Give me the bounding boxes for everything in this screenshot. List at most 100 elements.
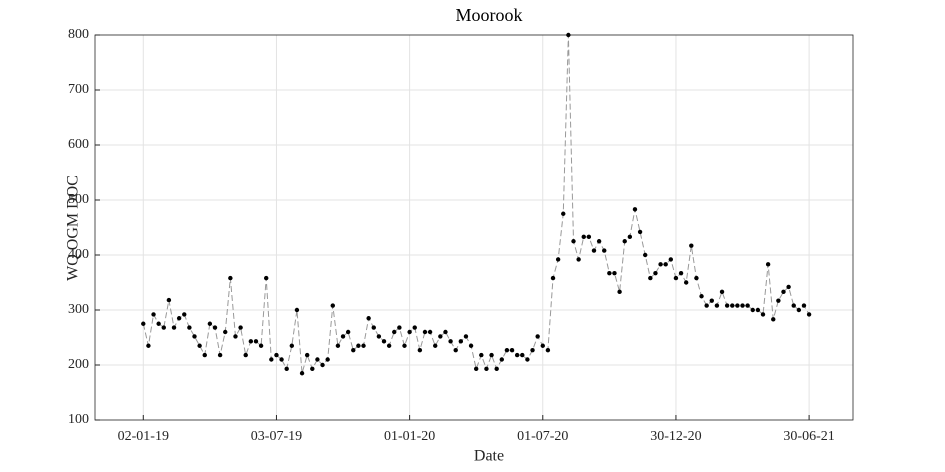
data-point	[176, 316, 182, 321]
x-tick-label: 01-01-20	[384, 429, 435, 444]
data-point	[253, 339, 259, 344]
data-point	[617, 289, 622, 295]
data-point	[765, 262, 771, 267]
data-point	[678, 270, 684, 276]
data-point	[141, 321, 146, 326]
data-point	[586, 234, 592, 240]
data-point	[755, 307, 761, 313]
data-point	[274, 352, 279, 358]
data-point	[212, 325, 218, 330]
data-point	[433, 343, 438, 348]
data-point	[750, 307, 755, 313]
data-point	[269, 357, 274, 362]
y-axis-label: WQ OGM DOC	[65, 175, 82, 281]
data-point	[514, 352, 520, 358]
data-point	[632, 207, 638, 212]
data-point	[386, 343, 392, 348]
data-point	[473, 366, 479, 372]
data-point	[166, 297, 172, 303]
data-point	[719, 289, 725, 295]
data-point	[243, 352, 248, 358]
data-point	[724, 303, 730, 308]
data-point	[602, 248, 607, 253]
data-point	[709, 298, 714, 303]
data-point	[694, 275, 699, 281]
data-point	[760, 312, 766, 317]
data-point	[607, 270, 612, 276]
data-point	[345, 329, 351, 335]
data-point	[704, 303, 709, 308]
data-point	[392, 329, 397, 335]
data-point	[402, 343, 407, 348]
data-point	[571, 239, 576, 244]
y-tick-label: 200	[68, 357, 89, 372]
y-tick-label: 100	[68, 412, 89, 427]
data-point	[596, 239, 602, 244]
data-point	[325, 357, 330, 362]
data-point	[417, 347, 423, 353]
y-tick-label: 400	[68, 247, 89, 262]
data-point	[351, 347, 356, 353]
data-point	[791, 303, 796, 308]
data-point	[745, 303, 750, 308]
data-point	[776, 298, 781, 303]
x-tick-label: 30-12-20	[650, 429, 701, 444]
data-point	[668, 257, 674, 262]
data-point	[576, 257, 581, 262]
y-tick-label: 700	[68, 82, 89, 97]
data-point	[525, 357, 530, 362]
data-point	[714, 303, 720, 308]
data-point	[489, 352, 494, 358]
data-point	[371, 325, 376, 330]
x-tick-label: 02-01-19	[118, 429, 169, 444]
data-point	[535, 334, 540, 339]
data-point	[648, 275, 653, 281]
data-point	[479, 352, 484, 358]
data-point	[207, 321, 213, 326]
data-point	[581, 234, 586, 240]
data-point	[740, 303, 745, 308]
data-point	[356, 343, 361, 348]
data-point	[422, 329, 428, 335]
data-point	[151, 312, 156, 317]
data-point	[310, 366, 315, 372]
data-point	[335, 343, 341, 348]
data-point	[484, 366, 489, 372]
plot-frame	[94, 34, 854, 421]
data-point	[279, 357, 284, 362]
data-point	[658, 262, 663, 267]
data-point	[443, 329, 448, 335]
y-tick-label: 500	[68, 192, 89, 207]
data-point	[781, 289, 786, 295]
data-point	[591, 248, 597, 253]
data-point	[397, 325, 402, 330]
data-point	[494, 366, 499, 372]
data-point	[806, 312, 812, 317]
data-point	[376, 334, 382, 339]
data-point	[202, 352, 207, 358]
y-tick-label: 300	[68, 302, 89, 317]
data-point	[223, 329, 228, 335]
x-tick-label: 03-07-19	[251, 429, 302, 444]
data-point	[458, 339, 464, 344]
data-point	[530, 347, 535, 353]
data-point	[453, 347, 458, 353]
data-point	[627, 234, 633, 240]
data-point	[673, 275, 679, 281]
data-point	[161, 325, 166, 330]
data-point	[796, 307, 802, 313]
x-tick-label: 30-06-21	[783, 429, 834, 444]
x-axis-label: Date	[474, 448, 504, 465]
data-point	[463, 334, 469, 339]
data-point	[545, 347, 551, 353]
data-point	[146, 343, 151, 348]
x-tick-label: 01-07-20	[517, 429, 568, 444]
data-point	[264, 275, 269, 281]
data-point	[509, 347, 515, 353]
data-point	[320, 362, 325, 368]
data-point	[699, 294, 704, 299]
data-point	[187, 325, 192, 330]
data-point	[499, 357, 505, 362]
data-point	[366, 316, 371, 321]
